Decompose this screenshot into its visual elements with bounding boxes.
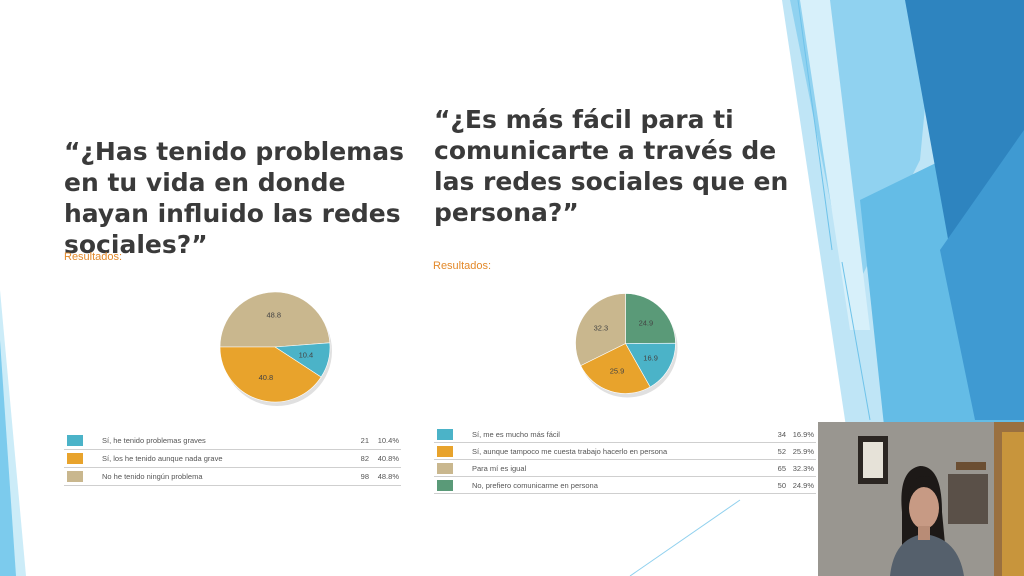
q1-pie-slice-label: 40.8 xyxy=(259,373,274,382)
legend-swatch-cell xyxy=(64,467,92,486)
question-1-title: “¿Has tenido problemas en tu vida en don… xyxy=(64,137,404,259)
table-row: Para mí es igual 65 32.3% xyxy=(434,459,816,477)
question-2-title: “¿Es más fácil para ti comunicarte a tra… xyxy=(434,105,789,227)
q2-pie-slice xyxy=(575,293,626,367)
answer-percent: 10.4% xyxy=(369,432,401,450)
question-2-pie-chart: 24.9 16.9 25.9 32.3 xyxy=(575,293,678,398)
answer-label: Sí, he tenido problemas graves xyxy=(92,432,329,450)
q1-pie-slice-label: 48.8 xyxy=(266,311,281,320)
answer-count: 98 xyxy=(329,467,369,486)
answer-percent: 48.8% xyxy=(369,467,401,486)
answer-percent: 25.9% xyxy=(786,442,816,460)
webcam-overlay xyxy=(818,422,1024,576)
q2-pie-slice xyxy=(625,293,676,344)
question-1-pie-chart: 48.8 10.4 40.8 xyxy=(219,291,332,406)
answer-count: 50 xyxy=(740,476,786,494)
answer-count: 82 xyxy=(329,449,369,468)
legend-swatch-cell xyxy=(434,426,462,443)
deco-thin-line-1 xyxy=(797,0,833,251)
legend-swatch xyxy=(437,479,453,491)
legend-swatch xyxy=(437,462,453,474)
answer-count: 21 xyxy=(329,432,369,450)
answer-percent: 32.3% xyxy=(786,459,816,477)
answer-percent: 40.8% xyxy=(369,449,401,468)
legend-swatch-cell xyxy=(64,449,92,468)
q2-pie-slice-label: 32.3 xyxy=(594,324,609,333)
answer-count: 65 xyxy=(740,459,786,477)
legend-swatch-cell xyxy=(434,459,462,477)
question-1-results-table: Sí, he tenido problemas graves 21 10.4% Sí,… xyxy=(64,432,401,486)
table-row: Sí, he tenido problemas graves 21 10.4% xyxy=(64,432,401,450)
answer-label: Para mí es igual xyxy=(462,459,740,477)
table-row: No he tenido ningún problema 98 48.8% xyxy=(64,467,401,486)
q1-pie-slice xyxy=(219,291,331,348)
legend-swatch-cell xyxy=(64,432,92,450)
person-video-feed-icon xyxy=(818,422,1024,576)
q1-pie-slice xyxy=(219,346,322,403)
deco-thin-line-2 xyxy=(841,261,871,421)
table-row: Sí, aunque tampoco me cuesta trabajo hac… xyxy=(434,442,816,460)
answer-label: Sí, me es mucho más fácil xyxy=(462,426,740,443)
legend-swatch xyxy=(437,445,453,457)
legend-swatch xyxy=(67,435,83,446)
q1-pie-slice-label: 10.4 xyxy=(299,350,314,359)
q2-pie-slice-label: 16.9 xyxy=(643,354,658,363)
legend-swatch-cell xyxy=(434,476,462,494)
answer-label: No he tenido ningún problema xyxy=(92,467,329,486)
question-2-results-label: Resultados: xyxy=(433,260,492,272)
q2-pie-slice-label: 25.9 xyxy=(610,367,625,376)
q2-pie-slice xyxy=(580,343,651,394)
answer-label: No, prefiero comunicarme en persona xyxy=(462,476,740,494)
legend-swatch-cell xyxy=(434,442,462,460)
question-1-results-label: Resultados: xyxy=(64,251,123,263)
answer-percent: 16.9% xyxy=(786,426,816,443)
table-row: No, prefiero comunicarme en persona 50 24.… xyxy=(434,476,816,494)
q2-pie-slice-label: 24.9 xyxy=(639,318,654,327)
deco-thin-line-3 xyxy=(629,499,741,576)
table-row: Sí, me es mucho más fácil 34 16.9% xyxy=(434,426,816,443)
q2-pie-slice xyxy=(624,342,676,388)
deco-shape-dark-b xyxy=(940,130,1024,420)
legend-swatch xyxy=(437,428,453,440)
answer-count: 34 xyxy=(740,426,786,443)
table-row: Sí, los he tenido aunque nada grave 82 40.… xyxy=(64,449,401,468)
question-2-results-table: Sí, me es mucho más fácil 34 16.9% Sí, aunq… xyxy=(434,426,816,494)
answer-label: Sí, aunque tampoco me cuesta trabajo hac… xyxy=(462,442,740,460)
answer-count: 52 xyxy=(740,442,786,460)
legend-swatch xyxy=(67,471,83,482)
answer-label: Sí, los he tenido aunque nada grave xyxy=(92,449,329,468)
answer-percent: 24.9% xyxy=(786,476,816,494)
deco-shape-left-edge-dark xyxy=(0,340,16,576)
legend-swatch xyxy=(67,453,83,464)
deco-shape-light-strip xyxy=(800,0,870,330)
